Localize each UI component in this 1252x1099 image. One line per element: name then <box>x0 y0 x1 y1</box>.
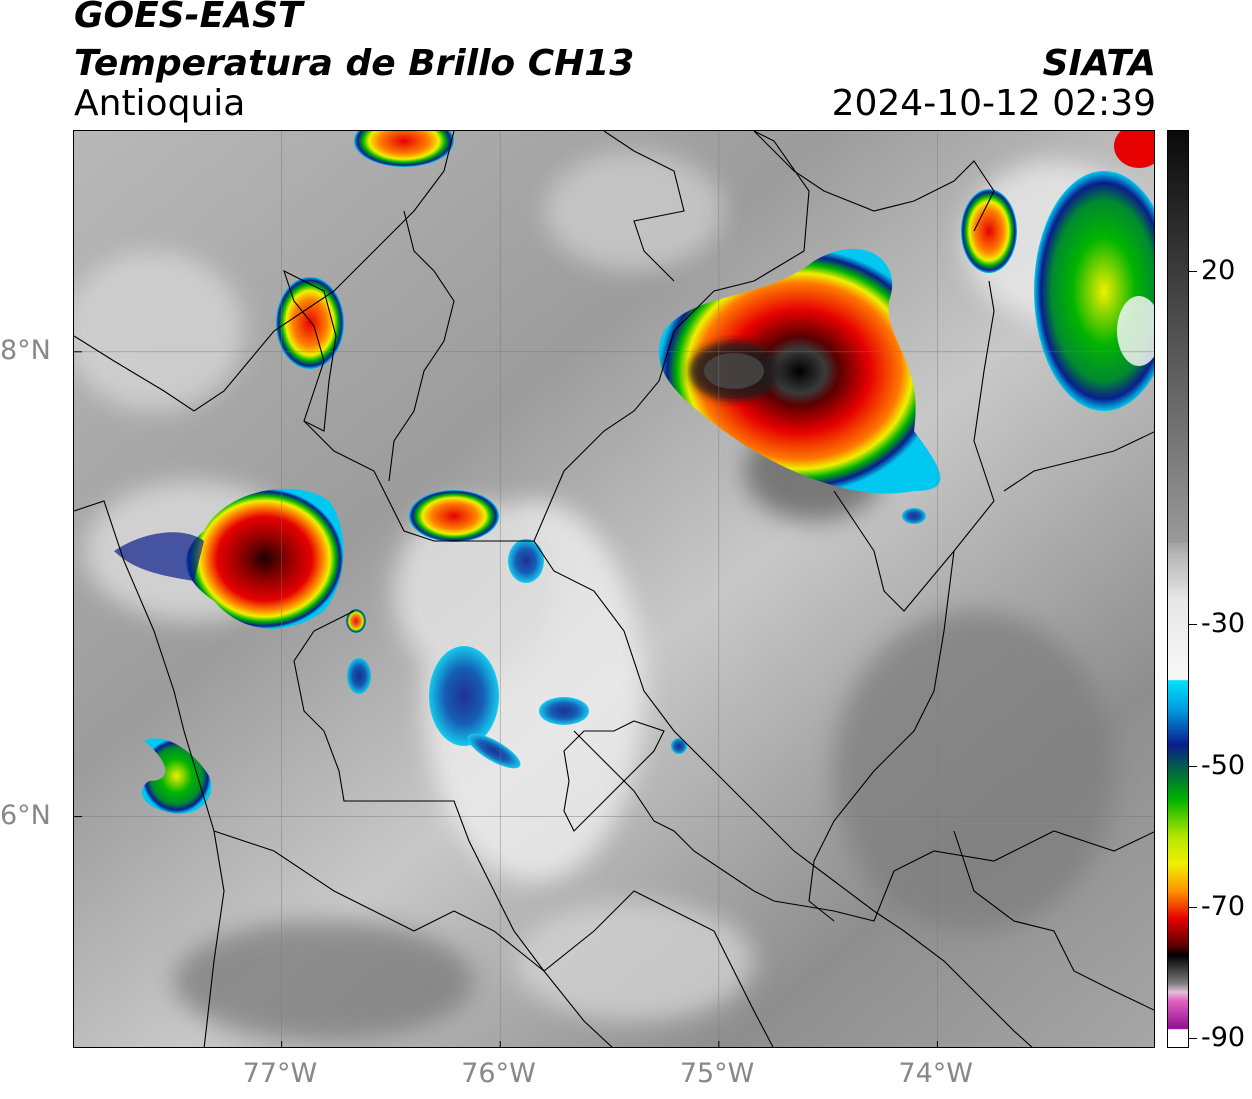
border-antioquia-south <box>293 610 613 1047</box>
colorbar-tick-label-3: -70 <box>1201 890 1246 922</box>
satellite-map <box>73 130 1155 1048</box>
storm-west-choco <box>114 488 344 629</box>
x-tick-label-3: 74°W <box>898 1058 973 1089</box>
x-tick-label-2: 75°W <box>679 1058 755 1089</box>
storm-north-east-corner <box>961 131 1154 411</box>
border-east-2 <box>808 550 955 922</box>
colorbar-tick-label-1: -30 <box>1201 608 1246 640</box>
tick-marks <box>74 351 938 1047</box>
x-tick-label-1: 76°W <box>461 1058 536 1089</box>
storm-north-east-antioquia <box>658 248 941 494</box>
border-antioquia-east <box>533 540 1033 1047</box>
storm-choco-north <box>409 490 499 542</box>
colorbar-tick-label-4: -90 <box>1201 1022 1246 1053</box>
border-south-dept <box>453 890 774 1047</box>
colorbar-tick-0 <box>1189 271 1197 273</box>
border-north-3 <box>753 131 995 232</box>
colorbar-tick-label-0: 20 <box>1201 255 1236 287</box>
boundaries <box>74 131 1154 1047</box>
satellite-title: GOES-EAST <box>74 0 303 36</box>
storm-central-blue <box>346 508 926 769</box>
coastline-pacific <box>74 500 225 1047</box>
colorbar <box>1167 130 1189 1048</box>
border-caldas <box>573 730 1154 922</box>
storm-uraba <box>276 277 344 369</box>
datetime-title: 2024-10-12 02:39 <box>831 83 1156 124</box>
y-tick-label-1: 6°N <box>0 799 51 831</box>
border-east-3 <box>1003 431 1154 492</box>
coastline <box>74 131 455 412</box>
product-title: Temperatura de Brillo CH13 <box>74 43 635 84</box>
x-tick-label-0: 77°W <box>242 1058 318 1089</box>
colorbar-tick-2 <box>1189 765 1197 767</box>
border-antioquia <box>303 131 810 542</box>
border-north-2 <box>388 210 455 482</box>
y-tick-label-0: 8°N <box>0 334 51 366</box>
storm-top-left <box>354 131 454 167</box>
border-south-west <box>213 830 455 932</box>
colorbar-tick-4 <box>1189 1038 1197 1039</box>
border-south-east <box>953 830 1154 1011</box>
colorbar-tick-3 <box>1189 906 1197 908</box>
border-north-1 <box>603 131 685 282</box>
institution-title: SIATA <box>1042 43 1156 84</box>
colorbar-tick-1 <box>1189 624 1197 626</box>
storm-south-west <box>141 738 212 814</box>
colorbar-tick-label-2: -50 <box>1201 749 1246 781</box>
cloud-textures <box>74 151 1144 1041</box>
colorbar-gradient <box>1168 131 1188 1047</box>
region-title: Antioquia <box>74 83 246 124</box>
coastline-gulf <box>283 269 337 432</box>
grid-lines <box>74 131 1154 1047</box>
border-medellin <box>563 720 665 832</box>
